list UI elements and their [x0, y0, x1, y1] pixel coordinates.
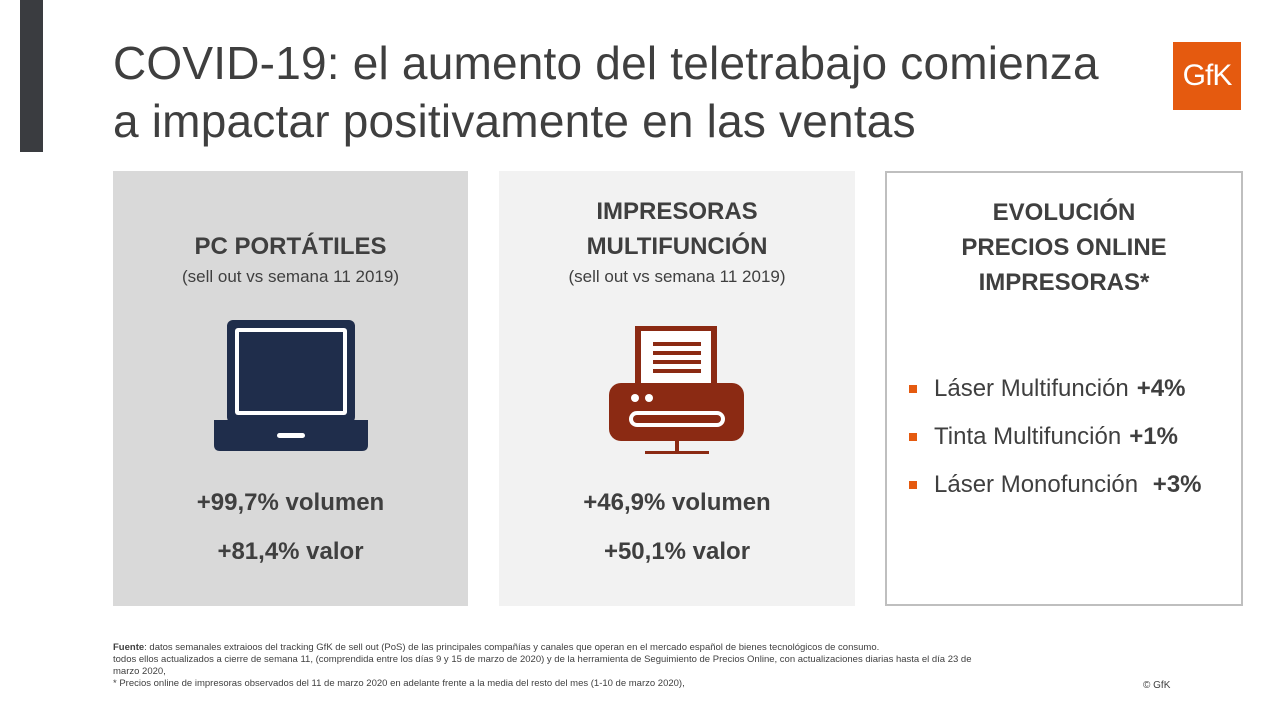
price-bullet-label: Láser Multifunción	[934, 375, 1129, 402]
laptops-volume-stat: +99,7% volumen	[196, 489, 385, 516]
slide-title: COVID-19: el aumento del teletrabajo com…	[113, 34, 1153, 150]
prices-heading-line-1: EVOLUCIÓN	[992, 199, 1136, 226]
printer-icon	[609, 326, 744, 454]
laptops-value-stat: +81,4% valor	[217, 538, 364, 565]
printers-heading-line-2: MULTIFUNCIÓN	[586, 233, 768, 260]
gfk-logo: GfK	[1173, 42, 1241, 110]
printers-volume-stat: +46,9% volumen	[583, 489, 771, 516]
laptops-heading-line: PC PORTÁTILES	[194, 233, 387, 260]
bullet-square-icon	[909, 481, 917, 489]
footnote-line-1-text: : datos semanales extraioos del tracking…	[144, 642, 880, 653]
bullet-square-icon	[909, 385, 917, 393]
printers-heading: IMPRESORAS MULTIFUNCIÓN	[499, 194, 855, 264]
laptops-heading: PC PORTÁTILES	[113, 229, 468, 264]
footnote: Fuente: datos semanales extraioos del tr…	[113, 642, 993, 690]
prices-panel: EVOLUCIÓN PRECIOS ONLINE IMPRESORAS* Lás…	[885, 171, 1243, 606]
laptops-panel: PC PORTÁTILES (sell out vs semana 11 201…	[113, 171, 468, 606]
bullet-square-icon	[909, 433, 917, 441]
printers-value-stat: +50,1% valor	[603, 538, 751, 565]
slide-title-line-2: a impactar positivamente en las ventas	[113, 95, 916, 147]
price-bullet-label: Tinta Multifunción	[934, 423, 1122, 450]
printers-panel: IMPRESORAS MULTIFUNCIÓN (sell out vs sem…	[499, 171, 855, 606]
price-bullet-list: Láser Multifunción +4% Tinta Multifunció…	[909, 365, 1202, 509]
price-bullet-value: +1%	[1129, 423, 1178, 450]
gfk-logo-text: GfK	[1182, 59, 1233, 92]
price-bullet-item: Láser Multifunción +4%	[909, 365, 1202, 413]
accent-bar	[20, 0, 43, 152]
laptop-icon	[213, 320, 368, 451]
printers-heading-line-1: IMPRESORAS	[596, 198, 758, 225]
footnote-line-3: * Precios online de impresoras observado…	[113, 678, 685, 689]
price-bullet-value: +4%	[1136, 375, 1186, 402]
slide-title-line-1: COVID-19: el aumento del teletrabajo com…	[113, 37, 1099, 89]
price-bullet-label: Láser Monofunción	[934, 471, 1145, 498]
footnote-line-1: Fuente: datos semanales extraioos del tr…	[113, 642, 993, 654]
prices-heading-line-2: PRECIOS ONLINE	[961, 234, 1167, 261]
prices-heading: EVOLUCIÓN PRECIOS ONLINE IMPRESORAS*	[887, 195, 1241, 300]
laptop-icon-wrap	[113, 317, 468, 453]
printer-icon-wrap	[499, 324, 855, 460]
laptops-subtitle: (sell out vs semana 11 2019)	[181, 267, 400, 286]
price-bullet-value: +3%	[1152, 471, 1202, 498]
footnote-line-2: todos ellos actualizados a cierre de sem…	[113, 654, 972, 677]
footnote-source-label: Fuente	[113, 642, 145, 653]
printers-subtitle: (sell out vs semana 11 2019)	[568, 267, 786, 286]
price-bullet-item: Láser Monofunción +3%	[909, 461, 1202, 509]
price-bullet-item: Tinta Multifunción +1%	[909, 413, 1202, 461]
copyright: © GfK	[1143, 680, 1171, 691]
prices-heading-line-3: IMPRESORAS*	[978, 269, 1150, 296]
